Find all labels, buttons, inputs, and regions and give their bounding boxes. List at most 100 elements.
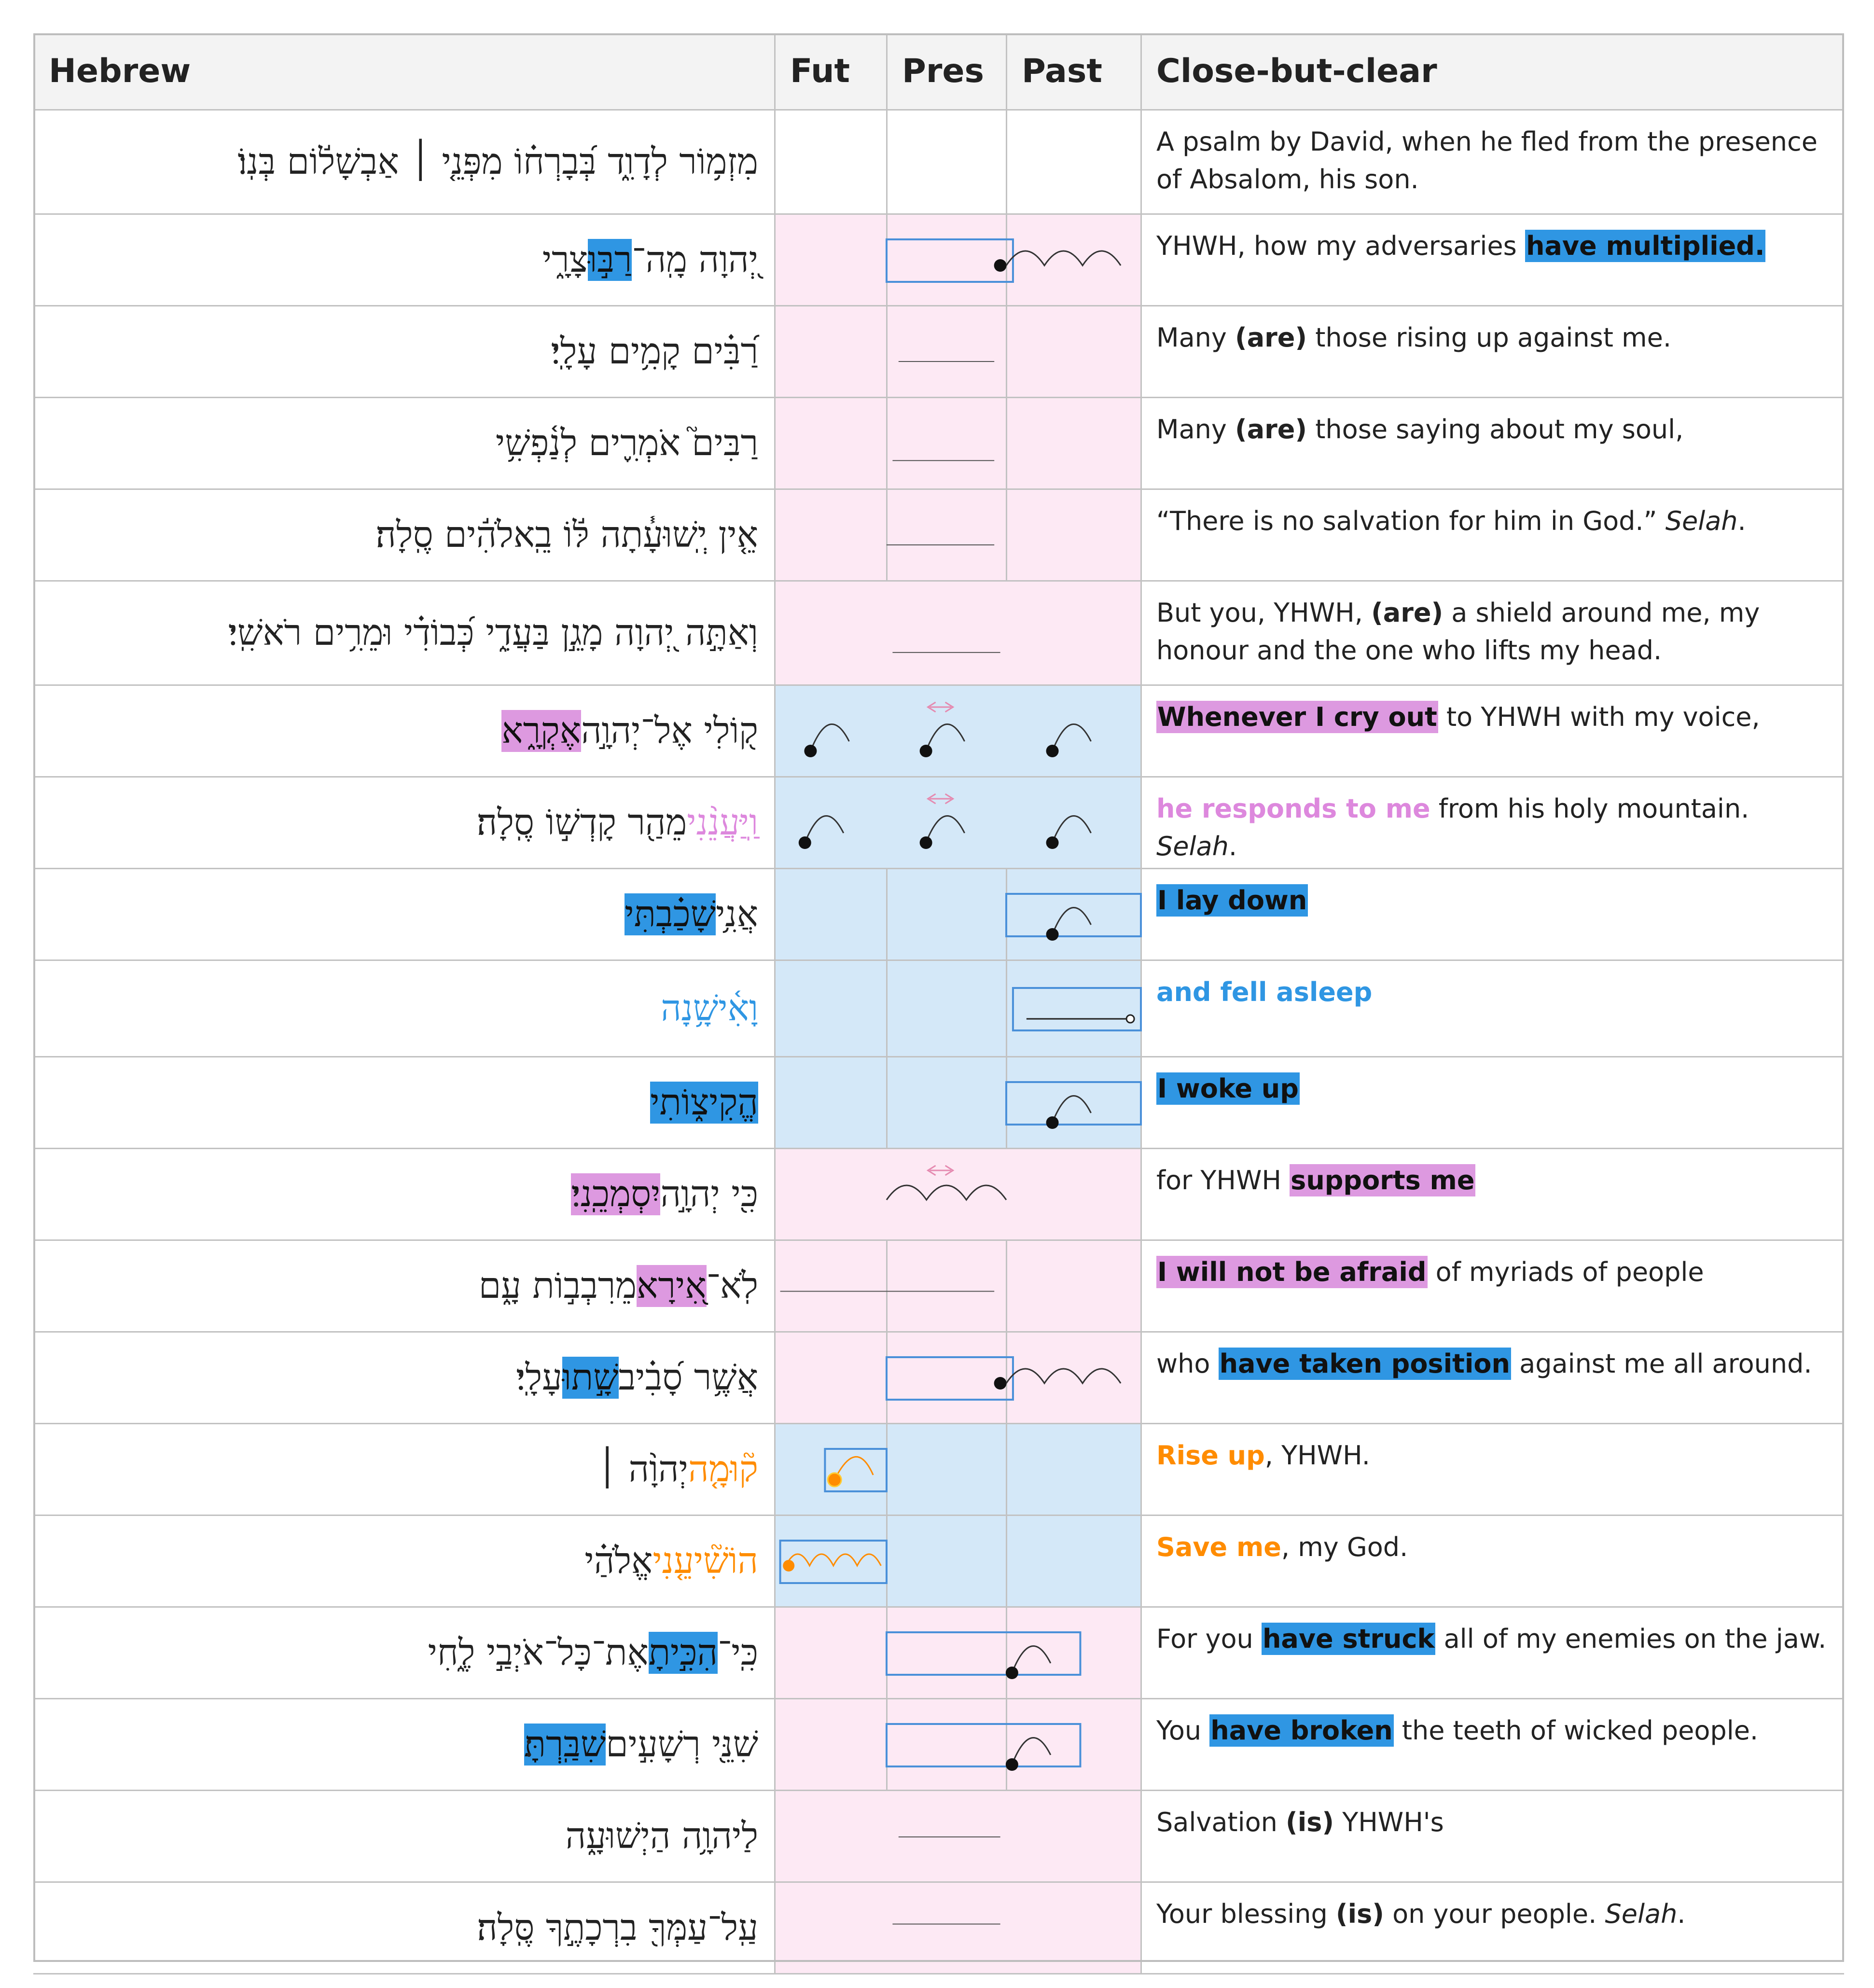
english-text: I will not be afraid — [1156, 1256, 1428, 1288]
english-text: he responds to me — [1156, 793, 1430, 824]
english-text: from his holy mountain. — [1430, 793, 1749, 824]
english-text: Save me — [1156, 1532, 1281, 1562]
hebrew-cell: ק֘וּמָ֤ה יְהוָ֨ה ׀ — [33, 1424, 775, 1516]
tense-box — [886, 1356, 1014, 1401]
header-column-divider — [886, 33, 888, 111]
event-dot — [1046, 928, 1059, 941]
hebrew-text: הִכִּ֣יתָ — [648, 1632, 718, 1674]
hebrew-text: מִזְמ֥וֹר לְדָוִ֑ד בְּ֝בָרְח֗וֹ מִפְּנֵ֤… — [237, 141, 758, 182]
english-text: and fell asleep — [1156, 977, 1373, 1007]
column-divider — [1140, 1516, 1142, 1608]
tense-band — [775, 306, 1141, 398]
column-divider — [774, 1883, 776, 1974]
column-divider — [1140, 1791, 1142, 1883]
tense-band — [775, 869, 1141, 961]
english-text: on your people. — [1384, 1899, 1605, 1929]
tense-divider — [886, 1057, 888, 1149]
arrow-head-left — [926, 1165, 936, 1176]
tense-divider — [1006, 215, 1007, 306]
event-arc — [1052, 815, 1092, 843]
event-dot — [804, 745, 817, 757]
english-text: have multiplied. — [1525, 230, 1766, 262]
table-row: וְאַתָּ֣ה יְ֭הוָה מָגֵ֣ן בַּעֲדִ֑י כְּ֝ב… — [33, 582, 1844, 686]
column-divider — [1140, 686, 1142, 778]
table-row: יְ֭הוָה מָֽה־ רַבּ֣וּ צָרָ֑י YHWH, how my … — [33, 215, 1844, 306]
english-text: those saying about my soul, — [1307, 414, 1684, 445]
event-dot — [919, 836, 932, 849]
english-text: have taken position — [1218, 1348, 1511, 1380]
hebrew-cell: וְאַתָּ֣ה יְ֭הוָה מָגֵ֣ן בַּעֲדִ֑י כְּ֝ב… — [33, 582, 775, 686]
english-text: I woke up — [1156, 1072, 1300, 1105]
english-text: those rising up against me. — [1307, 322, 1672, 353]
english-cell: “There is no salvation for him in God.” … — [1141, 490, 1844, 582]
column-divider — [1140, 111, 1142, 215]
english-text: (are) — [1371, 598, 1444, 628]
english-cell: For you have struck all of my enemies on… — [1141, 1608, 1844, 1699]
hebrew-text: שָׁ֣תוּ — [562, 1357, 619, 1399]
arrow-head-left — [926, 793, 936, 805]
hebrew-text: שִׁבַּֽרְתָּ — [524, 1724, 606, 1766]
english-cell: he responds to me from his holy mountain… — [1141, 778, 1844, 869]
tense-divider — [1006, 111, 1007, 215]
tense-band — [775, 1149, 1141, 1241]
tense-band — [775, 1424, 1141, 1516]
english-text: But you, YHWH, — [1156, 598, 1372, 628]
orange-dot — [827, 1472, 842, 1488]
english-text: (is) — [1286, 1807, 1334, 1837]
tense-divider — [1006, 1699, 1007, 1791]
english-text: (is) — [1335, 1899, 1384, 1929]
hebrew-text: כִּֽי־ — [718, 1632, 758, 1673]
english-cell: Salvation (is) YHWH's — [1141, 1791, 1844, 1883]
english-text: the teeth of wicked people. — [1393, 1715, 1759, 1746]
hebrew-text: כִּ֖י יְהוָ֣ה — [660, 1173, 758, 1215]
hebrew-text: ק֘וּמָ֤ה — [688, 1448, 758, 1490]
column-divider — [774, 582, 776, 686]
column-divider — [1140, 778, 1142, 869]
event-arc — [925, 815, 965, 843]
hebrew-text: אִ֭ירָא — [637, 1265, 707, 1307]
hebrew-cell: הֱקִיצ֑וֹתִי — [33, 1057, 775, 1149]
english-text: against me all around. — [1511, 1349, 1812, 1379]
hebrew-cell: לֹֽא־ אִ֭ירָא מֵרִבְב֣וֹת עָ֑ם — [33, 1241, 775, 1333]
column-divider — [774, 490, 776, 582]
english-text: a shield around me, my honour and the on… — [1156, 598, 1760, 666]
english-text: to YHWH with my voice, — [1438, 702, 1760, 732]
event-dot — [1005, 1667, 1018, 1679]
arrow-head-left — [926, 701, 936, 713]
header-column-divider — [774, 33, 776, 111]
table-row: הֱקִיצ֑וֹתִי I woke up — [33, 1057, 1844, 1149]
column-divider — [1140, 1241, 1142, 1333]
tense-band — [775, 582, 1141, 686]
english-text: YHWH, how my adversaries — [1156, 231, 1525, 261]
hebrew-text: רַבִּים֮ אֹמְרִ֪ים לְנַ֫פְשִׁ֥י — [495, 422, 758, 464]
table-row: מִזְמ֥וֹר לְדָוִ֑ד בְּ֝בָרְח֗וֹ מִפְּנֵ֤… — [33, 111, 1844, 215]
english-text: A psalm by David, when he fled from the … — [1156, 126, 1818, 195]
event-dot — [994, 1377, 1007, 1390]
english-cell: A psalm by David, when he fled from the … — [1141, 111, 1844, 215]
tense-band — [775, 1241, 1141, 1333]
event-dot — [1005, 1758, 1018, 1771]
table-row: אֲשֶׁ֥ר סָ֝בִ֗יב שָׁ֣תוּ עָלָֽי׃ who have… — [33, 1333, 1844, 1424]
tense-box — [824, 1448, 888, 1492]
tense-divider — [1006, 1608, 1007, 1699]
tense-divider — [1006, 1241, 1007, 1333]
column-divider — [1140, 398, 1142, 490]
tense-box — [1005, 1081, 1142, 1126]
column-divider — [774, 961, 776, 1057]
hebrew-text: אֶקְרָ֑א — [501, 710, 582, 752]
column-divider — [1140, 1608, 1142, 1699]
english-text: YHWH's — [1334, 1807, 1444, 1837]
header-fut: Fut — [775, 33, 887, 111]
hebrew-text: יִסְמְכֵֽנִי — [571, 1173, 661, 1215]
hebrew-text: רַ֝בִּ֗ים קָמִ֥ים עָלָֽי׃ — [551, 331, 758, 372]
open-endpoint — [1125, 1014, 1135, 1024]
hebrew-text: מֵהַ֖ר קָדְשׁ֣וֹ סֶֽלָה׃ — [476, 802, 687, 843]
english-text: Salvation — [1156, 1807, 1286, 1837]
column-divider — [774, 1608, 776, 1699]
column-divider — [1140, 1883, 1142, 1974]
hebrew-cell: יְ֭הוָה מָֽה־ רַבּ֣וּ צָרָ֑י — [33, 215, 775, 306]
tense-band — [775, 778, 1141, 869]
column-divider — [774, 1424, 776, 1516]
english-text: For you — [1156, 1624, 1262, 1654]
